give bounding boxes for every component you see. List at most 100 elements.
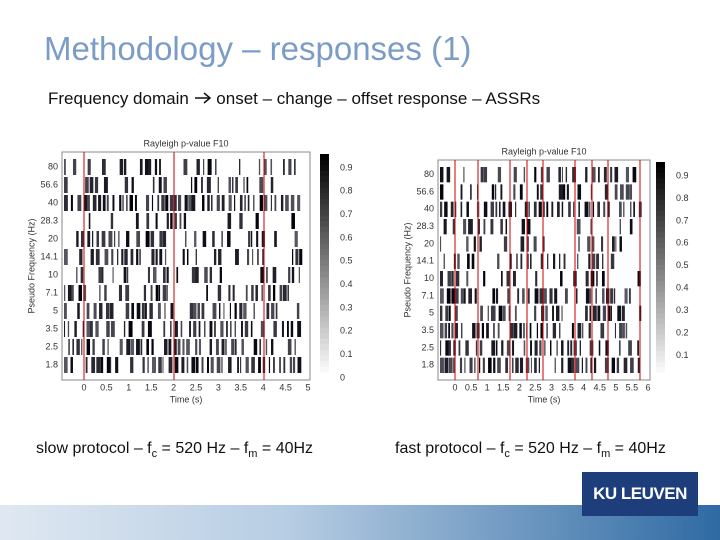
caption-text: = 40Hz [257, 440, 314, 457]
heat-cell [299, 249, 303, 265]
heat-cell [260, 267, 264, 283]
heat-cell [194, 177, 198, 193]
heat-cell [182, 249, 185, 265]
colorbar-cell [656, 345, 665, 352]
colorbar-cell [320, 154, 329, 161]
heat-cell [500, 184, 503, 200]
colorbar-cell [656, 313, 665, 320]
heat-cell [239, 159, 241, 175]
heat-cell [505, 357, 508, 373]
y-tick-label: 1.8 [421, 360, 434, 370]
heat-cell [74, 321, 77, 337]
heat-cell [146, 339, 149, 355]
heat-cell [169, 195, 174, 211]
heat-cell [581, 323, 584, 339]
heat-cell [501, 340, 504, 356]
heat-cell [470, 184, 472, 200]
heat-cell [482, 357, 485, 373]
heat-cell [72, 339, 75, 355]
colorbar-label: 0.5 [676, 260, 689, 270]
heat-cell [194, 231, 197, 247]
heat-cell [68, 339, 70, 355]
heat-cell [220, 321, 224, 337]
heat-cell [527, 236, 529, 252]
heat-cell [546, 167, 550, 183]
colorbar-cell [320, 187, 329, 194]
y-tick-label: 7.1 [45, 287, 58, 297]
heat-cell [147, 267, 150, 283]
heat-cell [151, 195, 154, 211]
heat-cell [553, 253, 556, 269]
heat-cell [605, 340, 609, 356]
heat-cell [565, 167, 568, 183]
heat-cell [500, 219, 503, 235]
heat-cell [239, 213, 243, 229]
heat-cell [142, 357, 145, 373]
heat-cell [245, 285, 248, 301]
heat-cell [76, 267, 78, 283]
heat-cell [151, 339, 154, 355]
heat-cell [533, 236, 537, 252]
heat-cell [497, 253, 500, 269]
heat-cell [198, 339, 202, 355]
caption-text: = 40Hz [610, 440, 666, 457]
heat-cell [256, 231, 259, 247]
colorbar-cell [656, 270, 665, 276]
y-tick-label: 7.1 [421, 290, 434, 300]
heat-cell [445, 340, 450, 356]
colorbar-cell [656, 205, 665, 212]
colorbar-cell [320, 226, 329, 233]
heat-cell [446, 167, 451, 183]
heat-cell [263, 159, 267, 175]
heat-cell [151, 249, 155, 265]
colorbar-cell [656, 243, 665, 249]
colorbar-label: 0.2 [340, 326, 353, 336]
heat-cell [223, 303, 225, 319]
heat-cell [173, 339, 177, 355]
heat-cell [596, 271, 598, 287]
heat-cell [610, 167, 613, 183]
colorbar-cell [320, 361, 329, 368]
heat-cell [261, 285, 263, 301]
colorbar-cell [320, 159, 329, 166]
heat-cell [219, 303, 221, 319]
heat-cell [219, 267, 222, 283]
heat-cell [519, 357, 524, 373]
heat-cell [204, 321, 206, 337]
heat-cell [534, 305, 537, 321]
heat-cell [479, 236, 482, 252]
heat-cell [202, 231, 207, 247]
heat-cell [559, 323, 561, 339]
heat-cell [281, 321, 284, 337]
colorbar-label: 0.8 [340, 186, 353, 196]
colorbar-label: 0.6 [340, 232, 353, 242]
heat-cell [229, 303, 231, 319]
heat-cell [614, 167, 619, 183]
heat-cell [572, 167, 576, 183]
heat-cell [585, 167, 588, 183]
heat-cell [126, 267, 129, 283]
heat-cell [253, 339, 258, 355]
colorbar-cell [320, 366, 329, 373]
heat-cell [464, 357, 466, 373]
heat-cell [125, 285, 130, 301]
heat-cell [516, 253, 518, 269]
heat-cell [122, 195, 124, 211]
plot-frame [61, 151, 311, 381]
heat-cell [287, 339, 292, 355]
colorbar-label: 0.8 [676, 193, 689, 203]
heat-cell [240, 321, 243, 337]
colorbar-label: 0.7 [340, 209, 353, 219]
heat-cell [521, 219, 526, 235]
heat-cell [186, 357, 189, 373]
heat-cell [72, 159, 77, 175]
heat-cell [271, 339, 274, 355]
heat-cell [198, 321, 201, 337]
heat-cell [270, 195, 272, 211]
heat-cell [621, 305, 625, 321]
colorbar-cell [656, 172, 665, 179]
heat-cell [86, 195, 90, 211]
colorbar-cell [320, 338, 329, 345]
heat-cell [480, 167, 484, 183]
heat-cell [252, 249, 254, 265]
